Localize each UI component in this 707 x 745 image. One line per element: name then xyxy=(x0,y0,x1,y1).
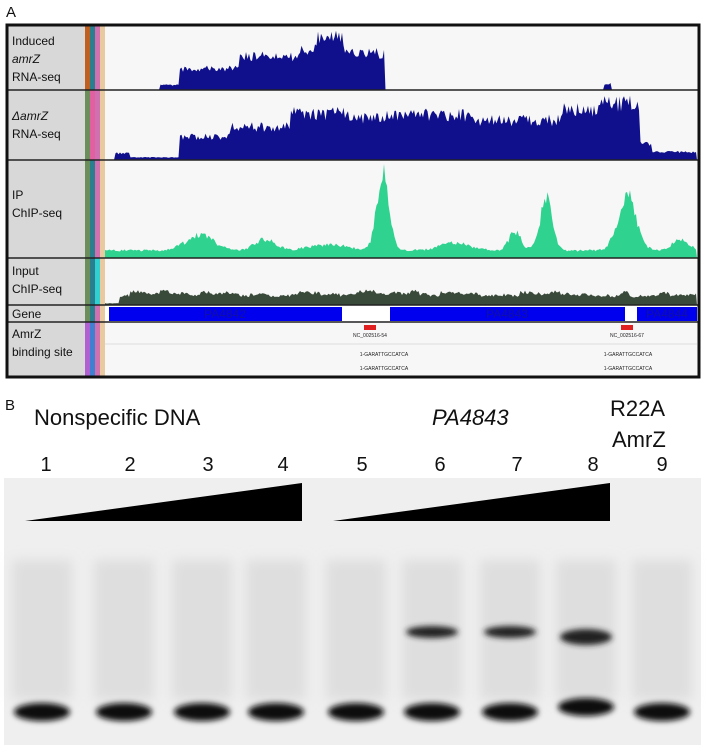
site-name: NC_002516-67 xyxy=(610,333,644,339)
coverage xyxy=(105,30,697,90)
shifted-band xyxy=(560,629,612,645)
strip xyxy=(95,258,100,305)
lane-number: 4 xyxy=(277,454,288,476)
strip xyxy=(85,25,90,90)
genome-browser: Induced amrZ RNA-seq ΔamrZ RNA-seq IP Ch… xyxy=(5,23,701,379)
coverage-tracks xyxy=(105,30,697,305)
lane-number: 6 xyxy=(434,454,445,476)
panel-label: A xyxy=(6,4,16,21)
coverage xyxy=(105,95,697,160)
gene-name: PA4843 xyxy=(486,307,528,321)
track-label: binding site xyxy=(12,345,73,359)
lane-smear xyxy=(246,560,306,700)
free-probe-band xyxy=(174,703,230,721)
strip xyxy=(90,25,95,377)
lane-labels: 1 2 3 4 5 6 7 8 9 xyxy=(40,454,667,476)
lane-number: 7 xyxy=(511,454,522,476)
lane-smear xyxy=(326,560,386,700)
track-label: ChIP-seq xyxy=(12,206,62,220)
strip xyxy=(100,25,105,377)
track-label: IP xyxy=(12,188,23,202)
shifted-band xyxy=(406,626,458,638)
site-marker xyxy=(621,325,633,330)
shifted-band xyxy=(484,626,536,638)
free-probe-band xyxy=(404,703,460,721)
lane-smear xyxy=(632,560,692,700)
gene-name: PA4842 xyxy=(204,307,246,321)
gradient-triangle xyxy=(25,483,302,521)
strip xyxy=(85,322,90,377)
free-probe-band xyxy=(248,703,304,721)
label-column xyxy=(7,25,85,377)
track-dividers xyxy=(7,89,699,323)
free-probe-band xyxy=(328,703,384,721)
free-probe-band xyxy=(482,703,538,721)
group-label: PA4843 xyxy=(432,405,509,430)
gel-bands xyxy=(12,560,692,721)
panel-label: B xyxy=(5,397,15,414)
gene-bar xyxy=(637,307,697,321)
gene-bar xyxy=(390,307,625,321)
lane-number: 1 xyxy=(40,454,51,476)
site-sequence: 1-GARATTGCCATCA xyxy=(604,352,653,358)
track-label: Induced xyxy=(12,34,55,48)
gene-bar xyxy=(109,307,342,321)
lane-number: 2 xyxy=(124,454,135,476)
strip xyxy=(90,90,95,160)
gradient-triangle xyxy=(333,483,610,521)
lane-smear xyxy=(12,560,72,700)
free-probe-band xyxy=(14,703,70,721)
site-sequence: 1-GARATTGCCATCA xyxy=(360,366,409,372)
coverage xyxy=(105,164,697,258)
lane-number: 8 xyxy=(587,454,598,476)
site-sequence: 1-GARATTGCCATCA xyxy=(604,366,653,372)
gene-name: PA4844 xyxy=(646,307,688,321)
group-label: Nonspecific DNA xyxy=(34,405,201,430)
track-label: Input xyxy=(12,264,39,278)
track-label: RNA-seq xyxy=(12,127,61,141)
mutant-label: AmrZ xyxy=(612,427,666,452)
track-label: AmrZ xyxy=(12,327,41,341)
strip xyxy=(85,25,90,377)
track-label: ChIP-seq xyxy=(12,282,62,296)
site-sequence: 1-GARATTGCCATCA xyxy=(360,352,409,358)
coverage xyxy=(105,289,697,305)
mutant-label: R22A xyxy=(610,396,665,421)
site-marker xyxy=(364,325,376,330)
track-label: Gene xyxy=(12,307,42,321)
free-probe-band xyxy=(96,703,152,721)
lane-smear xyxy=(94,560,154,700)
strip xyxy=(95,25,100,377)
site-name: NC_002516-54 xyxy=(353,333,387,339)
free-probe-band xyxy=(558,698,614,716)
panel-frame xyxy=(5,23,701,379)
lane-smear xyxy=(172,560,232,700)
track-label: ΔamrZ xyxy=(11,109,49,123)
lane-number: 3 xyxy=(202,454,213,476)
track-label: amrZ xyxy=(12,52,41,66)
track-label: RNA-seq xyxy=(12,70,61,84)
free-probe-band xyxy=(634,703,690,721)
lane-number: 5 xyxy=(356,454,367,476)
strip xyxy=(90,322,95,377)
lane-number: 9 xyxy=(656,454,667,476)
